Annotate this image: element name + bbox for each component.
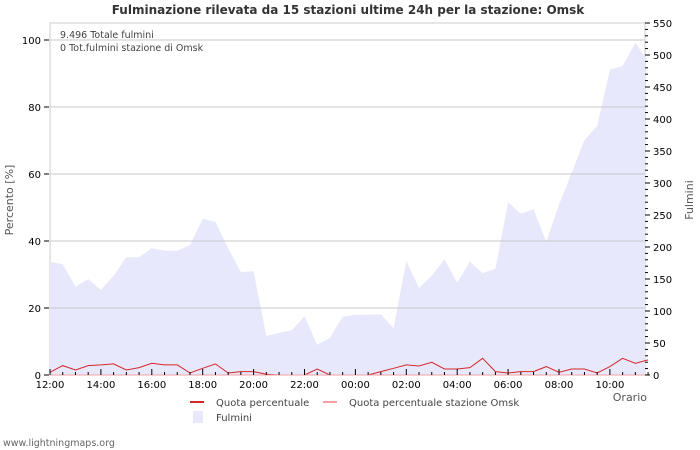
percent-lines xyxy=(49,357,649,376)
x-axis-title: Orario xyxy=(613,391,648,404)
left-axis: 0 20 40 60 80 100 xyxy=(22,36,49,382)
total-fulmini-text: 9.496 Totale fulmini xyxy=(60,30,154,41)
x-axis: 12:00 14:00 16:00 18:00 20:00 22:00 00:00 02:00… xyxy=(36,369,649,391)
right-tick-label: 200 xyxy=(653,243,672,254)
left-tick-label: 60 xyxy=(28,170,41,181)
right-tick-label: 550 xyxy=(653,19,672,30)
x-tick-label: 02:00 xyxy=(392,380,421,391)
left-tick-label: 100 xyxy=(22,36,41,47)
legend: Quota percentuale Quota percentuale staz… xyxy=(190,398,519,424)
fulmini-area-path xyxy=(50,42,649,376)
left-tick-label: 0 xyxy=(35,371,41,382)
legend-swatch-quota-station xyxy=(323,401,337,403)
right-tick-label: 400 xyxy=(653,115,672,126)
x-tick-label: 22:00 xyxy=(290,380,319,391)
fulmini-area xyxy=(50,42,649,376)
legend-swatch-fulmini xyxy=(193,411,203,423)
right-tick-label: 50 xyxy=(653,339,666,350)
right-axis: 0 50 100 150 200 250 300 350 400 450 500 550 xyxy=(645,19,672,382)
x-tick-label: 14:00 xyxy=(86,380,115,391)
x-tick-label: 18:00 xyxy=(188,380,217,391)
right-tick-label: 150 xyxy=(653,275,672,286)
x-tick-label: 04:00 xyxy=(443,380,472,391)
x-tick-label: 16:00 xyxy=(137,380,166,391)
x-tick-label: 12:00 xyxy=(36,380,65,391)
legend-label-quota: Quota percentuale xyxy=(216,398,309,409)
x-tick-label: 00:00 xyxy=(341,380,370,391)
legend-label-fulmini: Fulmini xyxy=(216,413,252,424)
left-tick-label: 40 xyxy=(28,237,41,248)
right-tick-label: 450 xyxy=(653,83,672,94)
right-tick-label: 250 xyxy=(653,211,672,222)
gridlines xyxy=(50,39,645,309)
right-tick-label: 500 xyxy=(653,51,672,62)
station-fulmini-text: 0 Tot.fulmini stazione di Omsk xyxy=(60,43,204,54)
right-axis-title: Fulmini xyxy=(683,180,696,220)
legend-label-quota-station: Quota percentuale stazione Omsk xyxy=(349,398,519,409)
x-tick-label: 20:00 xyxy=(239,380,268,391)
source-footer: www.lightningmaps.org xyxy=(3,438,115,449)
left-tick-label: 80 xyxy=(28,103,41,114)
right-tick-label: 100 xyxy=(653,307,672,318)
right-tick-label: 300 xyxy=(653,179,672,190)
x-tick-label: 06:00 xyxy=(494,380,523,391)
right-tick-label: 0 xyxy=(653,371,659,382)
chart-title: Fulminazione rilevata da 15 stazioni ult… xyxy=(112,3,586,17)
left-tick-label: 20 xyxy=(28,304,41,315)
legend-swatch-quota xyxy=(190,401,204,403)
x-tick-label: 10:00 xyxy=(595,380,624,391)
right-tick-label: 350 xyxy=(653,147,672,158)
x-tick-label: 08:00 xyxy=(545,380,574,391)
left-axis-title: Percento [%] xyxy=(3,165,16,236)
